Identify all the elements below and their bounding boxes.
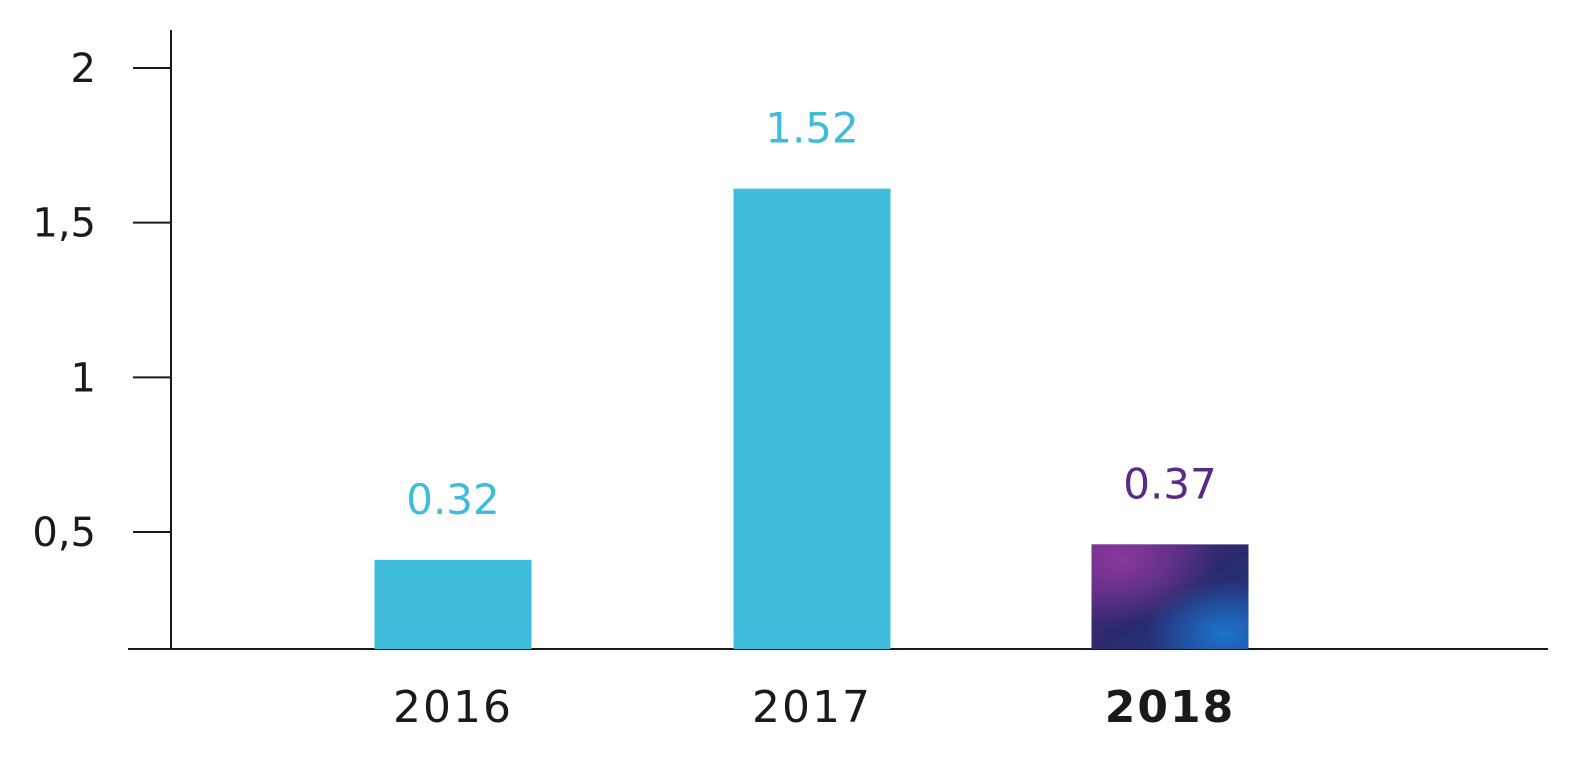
- data-labels: 0.32 1.52 0.37: [406, 104, 1217, 524]
- y-tick-label: 1,5: [32, 201, 96, 247]
- bar-2016: [374, 559, 532, 649]
- x-axis-ticks: 2016 2017 2018: [393, 682, 1235, 733]
- y-tick-label: 0,5: [32, 510, 96, 556]
- data-label-2016: 0.32: [406, 475, 500, 524]
- y-axis-ticks: 2 1,5 1 0,5: [32, 46, 171, 556]
- data-label-2017: 1.52: [765, 104, 859, 153]
- bar-2018: [1091, 544, 1249, 649]
- y-tick-label: 1: [71, 355, 96, 401]
- y-tick-label: 2: [71, 46, 96, 92]
- bar-2017: [733, 188, 891, 649]
- x-tick-label-2017: 2017: [752, 682, 872, 733]
- x-tick-label-2016: 2016: [393, 682, 513, 733]
- bars: [374, 188, 1249, 649]
- x-tick-label-2018: 2018: [1105, 682, 1235, 733]
- data-label-2018: 0.37: [1123, 459, 1217, 508]
